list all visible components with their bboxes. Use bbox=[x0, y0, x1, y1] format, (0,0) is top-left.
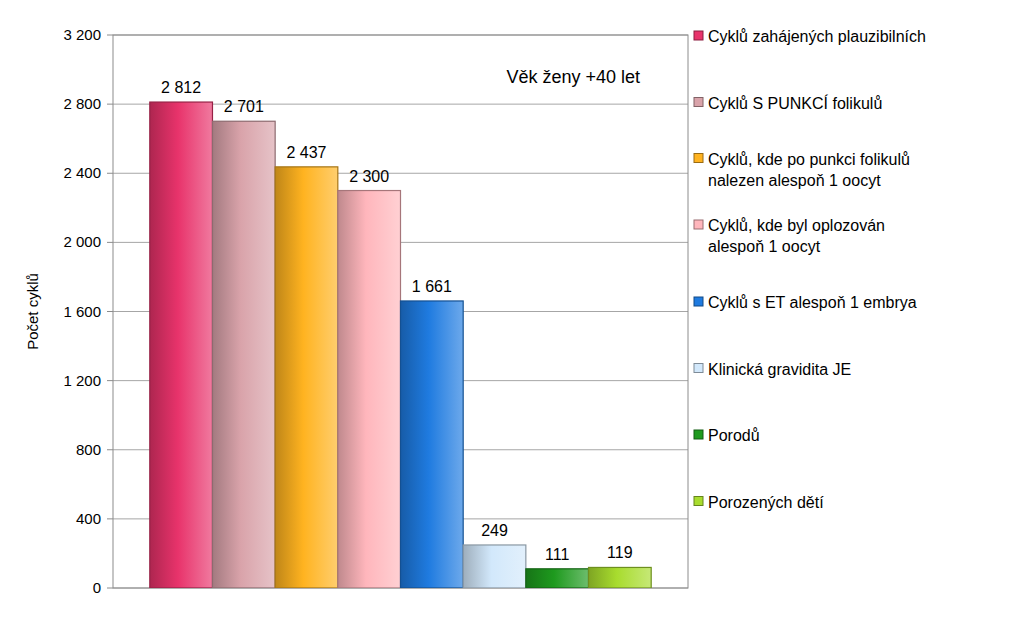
tick-label: 3 200 bbox=[63, 26, 101, 43]
bars bbox=[150, 102, 651, 588]
axis-label: Počet cyklů bbox=[24, 273, 41, 350]
plot-area bbox=[113, 35, 688, 588]
legend-swatch bbox=[694, 220, 703, 229]
tick-label: 800 bbox=[76, 441, 101, 458]
legend-label: Cyklů S PUNKCÍ folikulů bbox=[708, 94, 882, 112]
tick-label: 2 400 bbox=[63, 164, 101, 181]
data-label: 249 bbox=[481, 522, 508, 539]
bar bbox=[338, 191, 401, 588]
data-label: 1 661 bbox=[412, 278, 452, 295]
chart: 0 400 800 1 200 1 600 2 000 2 400 2 800 3 200 Poč… bbox=[0, 0, 1024, 619]
tick-mark bbox=[107, 311, 113, 312]
data-label: 2 812 bbox=[161, 79, 201, 96]
tick-mark bbox=[107, 518, 113, 519]
bar bbox=[463, 545, 526, 588]
tick-label: 0 bbox=[93, 579, 101, 596]
tick-label: 2 800 bbox=[63, 95, 101, 112]
tick-label: 1 200 bbox=[63, 372, 101, 389]
legend-label: Cyklů, kde byl oplozovánalespoň 1 oocyt bbox=[708, 217, 885, 255]
legend-swatch bbox=[694, 430, 703, 439]
data-label: 111 bbox=[545, 546, 569, 563]
data-label: 119 bbox=[607, 544, 633, 561]
plot-frame bbox=[113, 35, 688, 588]
data-label: 2 701 bbox=[224, 98, 264, 115]
legend-label: Klinická gravidita JE bbox=[708, 361, 851, 378]
data-label: 2 437 bbox=[286, 144, 326, 161]
bar bbox=[212, 121, 275, 588]
bar bbox=[150, 102, 213, 588]
data-label: 2 300 bbox=[349, 168, 389, 185]
tick-label: 2 000 bbox=[63, 233, 101, 250]
tick-mark bbox=[107, 35, 113, 36]
legend-label: Cyklů zahájených plauzibilních bbox=[708, 28, 926, 45]
legend-label: Cyklů, kde po punkci folikulůnalezen ale… bbox=[708, 151, 910, 189]
legend-swatch bbox=[694, 364, 703, 373]
bar bbox=[401, 301, 464, 588]
legend-swatch bbox=[694, 31, 703, 40]
legend-label: Porozených dětí bbox=[708, 494, 824, 511]
tick-mark bbox=[107, 173, 113, 174]
bar bbox=[589, 567, 652, 588]
tick-mark bbox=[107, 449, 113, 450]
legend-swatch bbox=[694, 297, 703, 306]
tick-mark bbox=[107, 588, 113, 589]
legend-swatch bbox=[694, 154, 703, 163]
bar bbox=[526, 569, 589, 588]
legend-label: Porodů bbox=[708, 427, 760, 444]
tick-mark bbox=[107, 242, 113, 243]
legend-label: Cyklů s ET alespoň 1 embrya bbox=[708, 294, 917, 311]
legend-swatch bbox=[694, 98, 703, 107]
tick-mark bbox=[107, 104, 113, 105]
tick-label: 1 600 bbox=[63, 303, 101, 320]
legend-swatch bbox=[694, 497, 703, 506]
tick-mark bbox=[107, 380, 113, 381]
annotation: Věk ženy +40 let bbox=[506, 67, 640, 87]
tick-label: 400 bbox=[76, 510, 101, 527]
bar bbox=[275, 167, 338, 588]
